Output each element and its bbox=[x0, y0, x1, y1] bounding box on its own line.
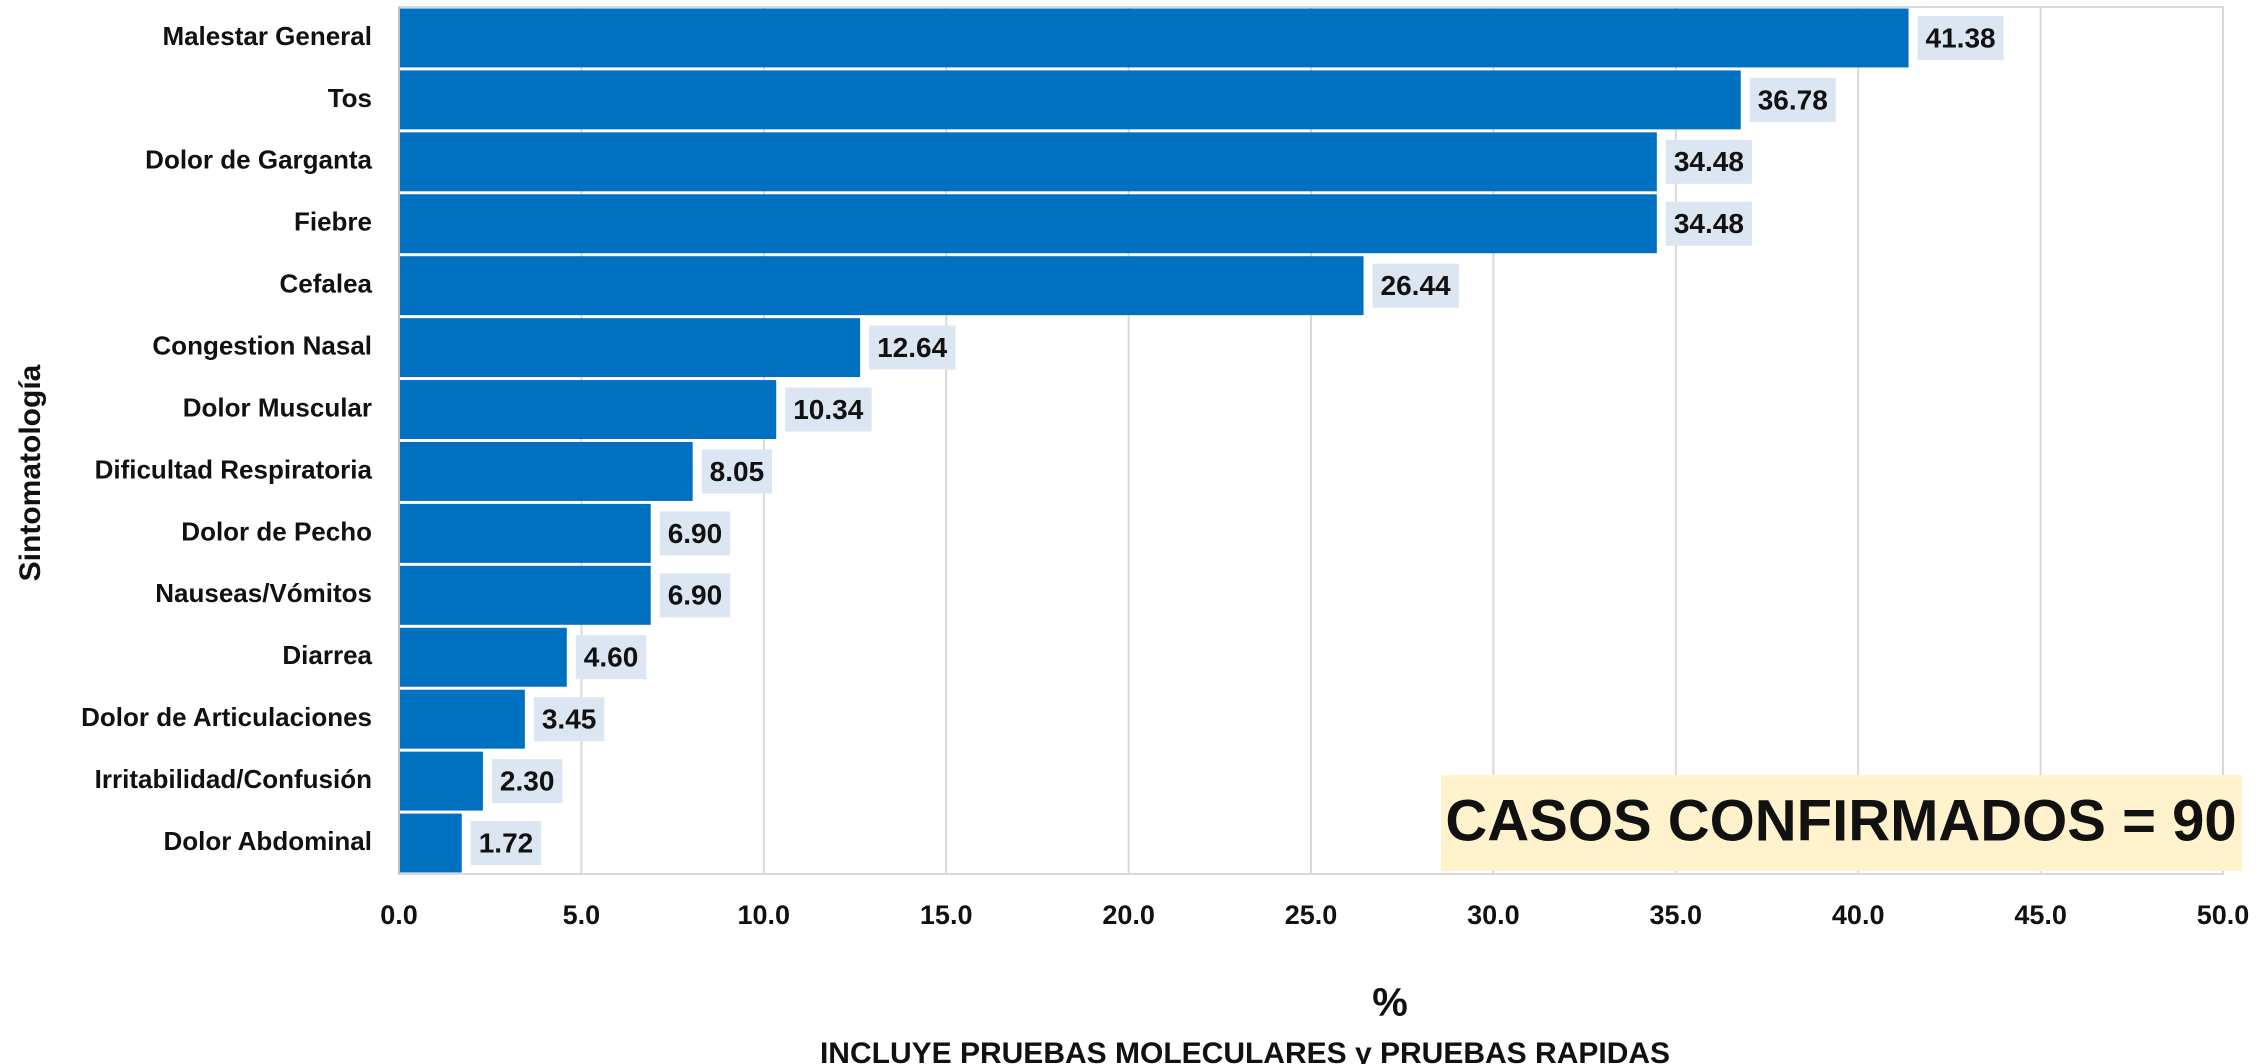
y-tick-label: Fiebre bbox=[294, 207, 372, 237]
value-label: 4.60 bbox=[584, 642, 639, 673]
x-tick-label: 0.0 bbox=[380, 900, 418, 930]
x-tick-label: 40.0 bbox=[1832, 900, 1885, 930]
value-label: 34.48 bbox=[1674, 146, 1744, 177]
value-label-bg bbox=[533, 697, 605, 742]
y-tick-label: Tos bbox=[328, 83, 372, 113]
y-tick-label: Dolor Muscular bbox=[183, 392, 372, 422]
y-tick-label: Dificultad Respiratoria bbox=[95, 454, 373, 484]
value-label-bg bbox=[1749, 77, 1836, 122]
value-label: 41.38 bbox=[1926, 22, 1996, 53]
value-label: 36.78 bbox=[1758, 84, 1828, 115]
value-label: 3.45 bbox=[542, 704, 597, 735]
value-label: 34.48 bbox=[1674, 208, 1744, 239]
y-tick-label: Dolor Abdominal bbox=[164, 826, 372, 856]
value-label: 6.90 bbox=[668, 580, 723, 611]
y-tick-label: Irritabilidad/Confusión bbox=[95, 764, 372, 794]
bar bbox=[399, 503, 651, 563]
y-tick-label: Dolor de Articulaciones bbox=[81, 702, 372, 732]
x-tick-label: 30.0 bbox=[1467, 900, 1520, 930]
value-label: 6.90 bbox=[668, 518, 723, 549]
value-label-bg bbox=[785, 387, 872, 432]
bar bbox=[399, 70, 1741, 130]
annotation: CASOS CONFIRMADOS = 90 bbox=[1445, 788, 2236, 853]
y-tick-label: Dolor de Garganta bbox=[145, 145, 372, 175]
y-tick-label: Nauseas/Vómitos bbox=[155, 578, 372, 608]
value-label: 26.44 bbox=[1381, 270, 1451, 301]
value-label-bg bbox=[575, 635, 647, 680]
value-label-bg bbox=[1665, 201, 1752, 246]
x-tick-label: 50.0 bbox=[2197, 900, 2250, 930]
y-tick-label: Malestar General bbox=[162, 21, 372, 51]
y-tick-label: Congestion Nasal bbox=[152, 330, 372, 360]
value-label-bg bbox=[491, 759, 563, 804]
y-tick-label: Cefalea bbox=[280, 269, 373, 299]
value-label-bg bbox=[470, 821, 542, 866]
value-label: 12.64 bbox=[877, 332, 947, 363]
bar bbox=[399, 813, 462, 873]
bar bbox=[399, 689, 525, 749]
x-tick-label: 35.0 bbox=[1650, 900, 1703, 930]
x-tick-label: 25.0 bbox=[1285, 900, 1338, 930]
y-axis-label: Sintomatología bbox=[14, 364, 47, 581]
subtitle: INCLUYE PRUEBAS MOLECULARES y PRUEBAS RA… bbox=[820, 1037, 1670, 1064]
value-label-bg bbox=[659, 573, 731, 618]
x-axis-label: % bbox=[1372, 981, 1408, 1025]
x-tick-label: 45.0 bbox=[2014, 900, 2067, 930]
value-label: 2.30 bbox=[500, 765, 555, 796]
bar bbox=[399, 627, 567, 687]
bar bbox=[399, 751, 483, 811]
value-label: 8.05 bbox=[710, 456, 765, 487]
bar bbox=[399, 318, 861, 378]
value-label-bg bbox=[1665, 139, 1752, 184]
bar bbox=[399, 8, 1909, 68]
value-label: 1.72 bbox=[479, 827, 534, 858]
x-tick-label: 15.0 bbox=[920, 900, 973, 930]
x-tick-label: 10.0 bbox=[738, 900, 791, 930]
value-label-bg bbox=[1372, 263, 1460, 308]
value-label: 10.34 bbox=[793, 394, 863, 425]
y-tick-label: Dolor de Pecho bbox=[181, 516, 372, 546]
y-tick-label: Diarrea bbox=[282, 640, 372, 670]
value-label-bg bbox=[701, 449, 773, 494]
x-tick-label: 20.0 bbox=[1102, 900, 1155, 930]
annotation-box bbox=[1441, 775, 2242, 871]
value-label-bg bbox=[659, 511, 731, 556]
value-label-bg bbox=[869, 325, 956, 370]
bar bbox=[399, 565, 651, 625]
bar bbox=[399, 256, 1364, 316]
bar bbox=[399, 194, 1657, 254]
bar bbox=[399, 380, 777, 439]
x-tick-label: 5.0 bbox=[563, 900, 601, 930]
bar bbox=[399, 442, 693, 501]
value-label-bg bbox=[1917, 15, 2004, 60]
bar bbox=[399, 132, 1657, 192]
